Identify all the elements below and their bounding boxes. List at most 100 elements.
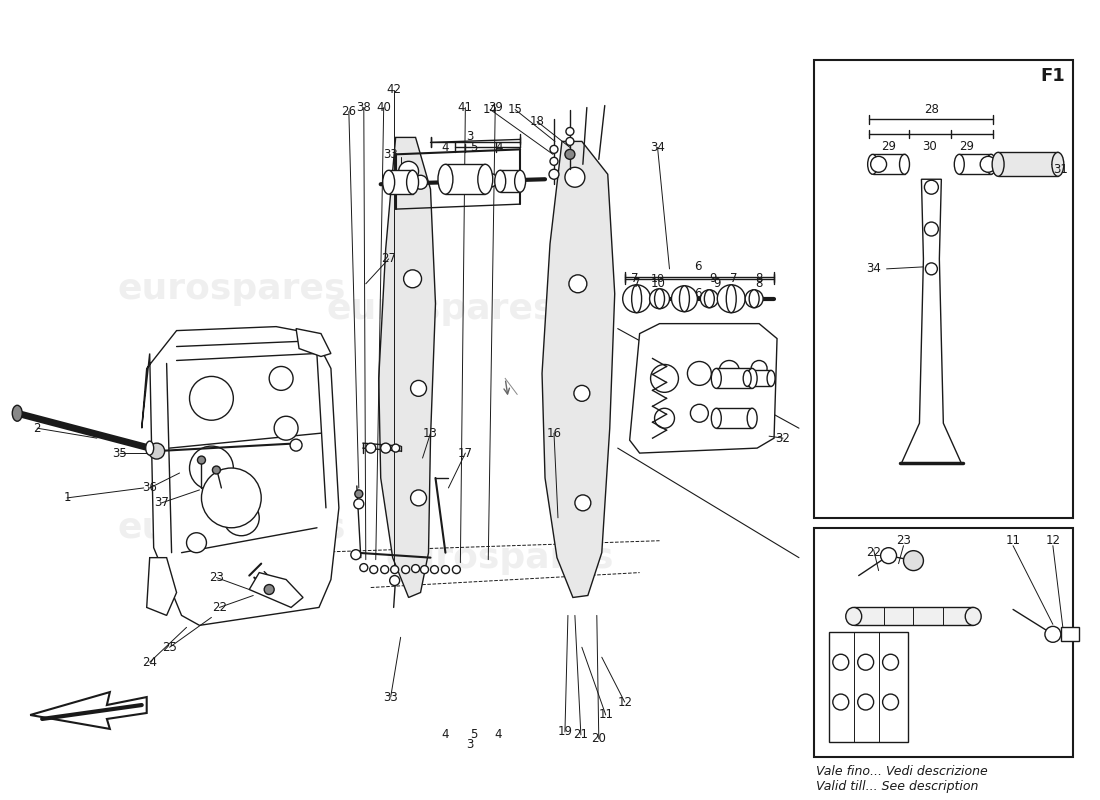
- Circle shape: [198, 456, 206, 464]
- Text: 9: 9: [714, 278, 720, 290]
- Polygon shape: [146, 558, 177, 615]
- Text: eurospares: eurospares: [327, 292, 554, 326]
- Circle shape: [366, 443, 376, 453]
- Circle shape: [925, 263, 937, 275]
- Circle shape: [404, 270, 421, 288]
- Circle shape: [650, 289, 670, 309]
- Circle shape: [148, 443, 165, 459]
- Text: eurospares: eurospares: [386, 541, 615, 574]
- Text: 3: 3: [466, 130, 474, 143]
- Circle shape: [410, 380, 427, 396]
- Circle shape: [882, 694, 899, 710]
- Circle shape: [189, 446, 233, 490]
- Circle shape: [355, 490, 363, 498]
- Circle shape: [565, 150, 575, 159]
- Text: F1: F1: [1041, 66, 1065, 85]
- Circle shape: [575, 495, 591, 511]
- Text: 8: 8: [756, 272, 762, 286]
- Polygon shape: [296, 329, 331, 357]
- Polygon shape: [542, 142, 615, 598]
- Text: 31: 31: [1054, 162, 1068, 176]
- Ellipse shape: [704, 290, 714, 308]
- Text: 12: 12: [617, 695, 632, 709]
- Text: 18: 18: [529, 115, 544, 128]
- Ellipse shape: [495, 170, 506, 192]
- Circle shape: [389, 575, 399, 586]
- Ellipse shape: [383, 170, 395, 194]
- Text: 11: 11: [598, 709, 614, 722]
- Circle shape: [881, 548, 896, 564]
- Text: 8: 8: [756, 278, 762, 290]
- Circle shape: [187, 533, 207, 553]
- Text: eurospares: eurospares: [117, 510, 345, 545]
- Circle shape: [870, 156, 887, 172]
- Circle shape: [858, 694, 873, 710]
- Ellipse shape: [712, 408, 722, 428]
- Bar: [828, 632, 909, 742]
- Circle shape: [565, 138, 574, 146]
- Circle shape: [354, 499, 364, 509]
- Bar: [959, 154, 991, 174]
- Text: 12: 12: [1045, 534, 1060, 547]
- Ellipse shape: [145, 441, 154, 455]
- Circle shape: [565, 167, 585, 187]
- Ellipse shape: [477, 164, 493, 194]
- Circle shape: [751, 361, 767, 377]
- Text: 38: 38: [356, 101, 371, 114]
- Circle shape: [201, 468, 261, 528]
- Text: 11: 11: [1005, 534, 1021, 547]
- Text: 10: 10: [651, 278, 666, 290]
- Text: 7: 7: [631, 272, 638, 286]
- Bar: [854, 607, 974, 626]
- Text: 5: 5: [470, 141, 477, 154]
- Circle shape: [189, 377, 233, 420]
- Text: 35: 35: [112, 446, 128, 459]
- Text: 29: 29: [959, 140, 974, 153]
- Text: 13: 13: [424, 426, 438, 440]
- Bar: [388, 170, 412, 194]
- Text: 10: 10: [650, 274, 664, 284]
- Text: 6: 6: [694, 260, 701, 274]
- Ellipse shape: [987, 154, 997, 174]
- Text: 1: 1: [64, 491, 70, 505]
- Circle shape: [858, 654, 873, 670]
- Bar: [747, 370, 771, 386]
- Text: 14: 14: [483, 103, 498, 116]
- Text: 2: 2: [33, 422, 41, 434]
- Circle shape: [565, 127, 574, 135]
- Circle shape: [550, 146, 558, 154]
- Text: 33: 33: [383, 690, 398, 703]
- Circle shape: [381, 443, 390, 453]
- Text: 3: 3: [466, 738, 474, 751]
- Bar: [814, 528, 1072, 757]
- Circle shape: [398, 162, 419, 182]
- Ellipse shape: [992, 152, 1004, 176]
- Circle shape: [411, 565, 419, 573]
- Text: Vale fino... Vedi descrizione
Valid till... See description: Vale fino... Vedi descrizione Valid till…: [816, 765, 988, 793]
- Ellipse shape: [744, 370, 751, 386]
- Circle shape: [264, 585, 274, 594]
- Polygon shape: [142, 326, 339, 626]
- Circle shape: [833, 694, 849, 710]
- Text: 4: 4: [495, 729, 502, 742]
- Circle shape: [390, 566, 398, 574]
- Polygon shape: [902, 179, 961, 463]
- Ellipse shape: [767, 370, 775, 386]
- Ellipse shape: [680, 286, 690, 312]
- Text: 33: 33: [383, 148, 398, 161]
- Text: 5: 5: [470, 729, 477, 742]
- Text: 32: 32: [776, 432, 791, 445]
- Text: 17: 17: [458, 446, 473, 459]
- Text: 41: 41: [458, 101, 473, 114]
- Circle shape: [574, 386, 590, 402]
- Text: 4: 4: [495, 141, 503, 154]
- Circle shape: [483, 174, 497, 187]
- Ellipse shape: [407, 170, 419, 194]
- Ellipse shape: [631, 285, 641, 313]
- Text: 4: 4: [442, 729, 449, 742]
- Text: 27: 27: [382, 253, 396, 266]
- Ellipse shape: [747, 369, 757, 388]
- Circle shape: [623, 285, 650, 313]
- Ellipse shape: [712, 369, 722, 388]
- Bar: [1060, 627, 1079, 642]
